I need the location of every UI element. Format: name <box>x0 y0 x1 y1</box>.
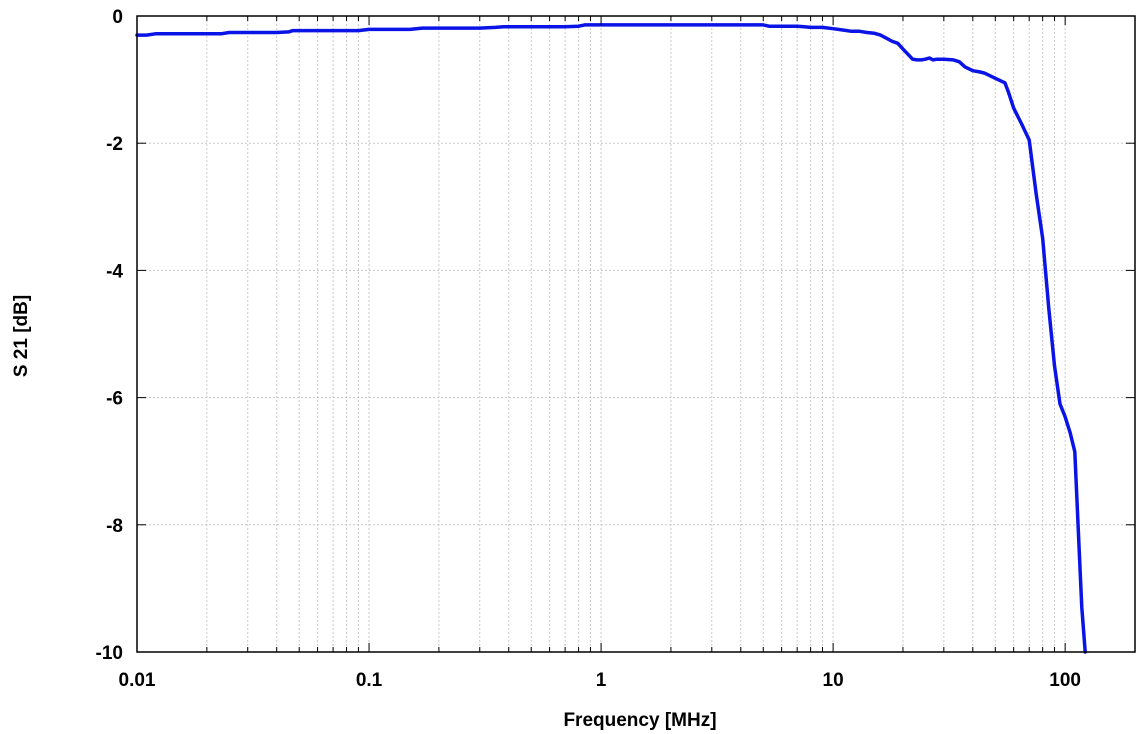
y-tick-label: -8 <box>106 516 123 537</box>
y-tick-labels: 0 -2 -4 -6 -8 -10 <box>96 7 124 664</box>
x-tick-label: 0.1 <box>356 670 383 691</box>
x-tick-label: 0.01 <box>119 670 156 691</box>
y-tick-label: 0 <box>112 7 123 28</box>
x-tick-labels: 0.01 0.1 1 10 100 <box>119 670 1081 691</box>
y-tick-label: -2 <box>106 134 123 155</box>
series-layer <box>135 23 1087 654</box>
plot-frame <box>136 15 1136 653</box>
y-tick-label: -4 <box>106 261 123 282</box>
x-tick-label: 100 <box>1049 670 1081 691</box>
x-tick-label: 1 <box>596 670 607 691</box>
grid <box>136 15 1136 653</box>
x-axis-title: Frequency [MHz] <box>563 710 716 731</box>
s21-series-line <box>135 23 1087 654</box>
y-axis-title: S 21 [dB] <box>11 295 32 377</box>
x-tick-label: 10 <box>823 670 844 691</box>
y-tick-label: -6 <box>106 389 123 410</box>
y-tick-label: -10 <box>96 643 123 664</box>
tick-marks <box>136 15 1136 653</box>
